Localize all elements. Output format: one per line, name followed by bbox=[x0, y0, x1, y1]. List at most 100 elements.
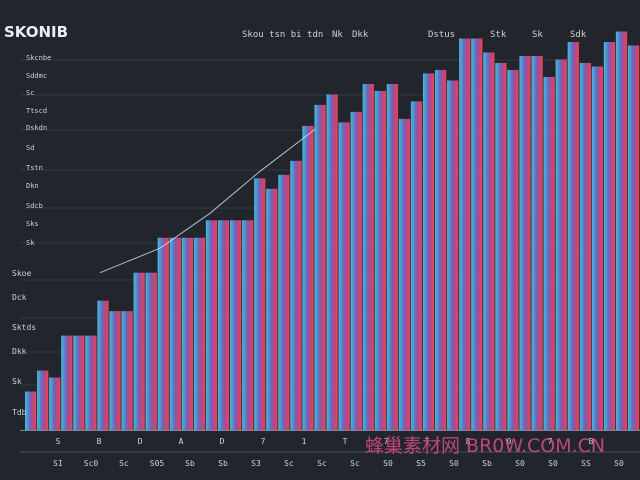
trend-line bbox=[99, 129, 316, 274]
bar-highlight bbox=[242, 220, 244, 430]
bar-highlight bbox=[507, 69, 509, 430]
bar-highlight bbox=[266, 188, 268, 430]
y-annotation: Sks bbox=[26, 220, 39, 228]
bar bbox=[73, 335, 85, 430]
y-annotation: Tstn bbox=[26, 164, 43, 172]
bar bbox=[519, 55, 531, 430]
x-bottom-label: S0 bbox=[614, 459, 624, 468]
y-annotation: Dskdn bbox=[26, 124, 47, 132]
bar bbox=[591, 66, 604, 430]
bar-highlight bbox=[410, 101, 413, 430]
y-tick-label: Skoe bbox=[12, 269, 31, 278]
x-bottom-label: Sc bbox=[317, 459, 327, 468]
y-annotation: Sk bbox=[26, 239, 35, 247]
watermark-text: 蜂巢素材网 BR0W.COM.CN bbox=[365, 435, 605, 457]
y-annotation: Sdcb bbox=[26, 202, 43, 210]
bar-highlight bbox=[398, 118, 401, 430]
bar bbox=[543, 76, 555, 430]
bar-highlight bbox=[181, 237, 183, 430]
bar bbox=[266, 188, 278, 430]
x-bottom-label: Sc bbox=[119, 459, 129, 468]
bar-highlight bbox=[230, 220, 232, 430]
y-annotation: Dkn bbox=[26, 182, 39, 190]
bar bbox=[410, 101, 423, 430]
bar bbox=[471, 38, 483, 431]
bar-highlight bbox=[435, 69, 437, 430]
bar bbox=[217, 220, 230, 430]
x-tick-label: 0 bbox=[507, 437, 512, 446]
bar-highlight bbox=[615, 31, 618, 430]
x-tick-label: 7 bbox=[384, 437, 389, 446]
bar-highlight bbox=[217, 220, 220, 430]
x-tick-label: S bbox=[56, 437, 61, 446]
bar bbox=[157, 237, 169, 430]
x-bottom-label: S0 bbox=[383, 459, 393, 468]
bar-highlight bbox=[555, 59, 557, 431]
x-tick-label: D bbox=[138, 437, 143, 446]
bar-highlight bbox=[97, 300, 99, 430]
labels: SKONIB Skou tsn bi tdn Nk Dkk Dstus Stk Sk Sdk T… bbox=[4, 23, 624, 468]
bar bbox=[483, 52, 495, 430]
bar-highlight bbox=[302, 125, 304, 430]
bar bbox=[615, 31, 628, 430]
bar bbox=[435, 69, 447, 430]
bar bbox=[362, 83, 374, 431]
bar-highlight bbox=[350, 111, 352, 431]
header-label: Stk bbox=[490, 30, 507, 40]
bar bbox=[145, 272, 157, 430]
bar-highlight bbox=[193, 237, 196, 430]
x-tick-label: 8 bbox=[466, 437, 471, 446]
bar bbox=[555, 59, 567, 431]
header-label: Dstus bbox=[428, 30, 455, 40]
x-bottom-label: SI bbox=[53, 459, 63, 468]
bar bbox=[278, 174, 290, 430]
header-label: Sdk bbox=[570, 30, 587, 40]
bar bbox=[133, 272, 145, 430]
y-tick-label: Sktds bbox=[12, 323, 36, 332]
bar-highlight bbox=[338, 122, 340, 430]
bar-highlight bbox=[603, 41, 606, 430]
bar-highlight bbox=[205, 220, 208, 430]
bar bbox=[374, 90, 386, 431]
bar bbox=[422, 73, 435, 430]
x-bottom-label: S5 bbox=[416, 459, 426, 468]
x-bottom-label: Sc bbox=[350, 459, 360, 468]
bar bbox=[579, 62, 591, 431]
x-bottom-label: Sb bbox=[218, 459, 228, 468]
bar bbox=[290, 160, 302, 430]
x-bottom-label: S3 bbox=[251, 459, 261, 468]
bar-highlight bbox=[591, 66, 593, 430]
bar bbox=[314, 104, 326, 431]
bar-highlight bbox=[25, 391, 27, 430]
bar bbox=[85, 335, 97, 430]
bar bbox=[447, 80, 459, 431]
bar-highlight bbox=[567, 41, 569, 430]
x-bottom-label: S05 bbox=[150, 459, 165, 468]
bars bbox=[25, 31, 640, 431]
y-annotation: Sc bbox=[26, 89, 34, 97]
bar bbox=[37, 370, 49, 430]
bar bbox=[181, 237, 194, 430]
bar-highlight bbox=[627, 45, 630, 430]
x-tick-label: T bbox=[343, 437, 348, 446]
x-tick-label: B bbox=[97, 437, 102, 446]
y-tick-label: Dkk bbox=[12, 347, 27, 356]
x-tick-label: D bbox=[220, 437, 225, 446]
header-label: Nk bbox=[332, 30, 343, 40]
bar-highlight bbox=[278, 174, 280, 430]
bar-highlight bbox=[49, 377, 51, 430]
bar-highlight bbox=[471, 38, 473, 431]
y-annotation: Ttscd bbox=[26, 107, 47, 115]
bar bbox=[61, 335, 73, 430]
bar-highlight bbox=[459, 38, 461, 431]
y-annotation: Sd bbox=[26, 144, 34, 152]
y-annotation: Sddmc bbox=[26, 72, 47, 80]
x-bottom-label: S0 bbox=[515, 459, 525, 468]
header-label: Dkk bbox=[352, 30, 369, 40]
bar bbox=[302, 125, 314, 430]
bar-highlight bbox=[483, 52, 485, 430]
bar-highlight bbox=[169, 237, 171, 430]
chart-title: SKONIB bbox=[4, 23, 68, 41]
bar-highlight bbox=[579, 62, 581, 431]
